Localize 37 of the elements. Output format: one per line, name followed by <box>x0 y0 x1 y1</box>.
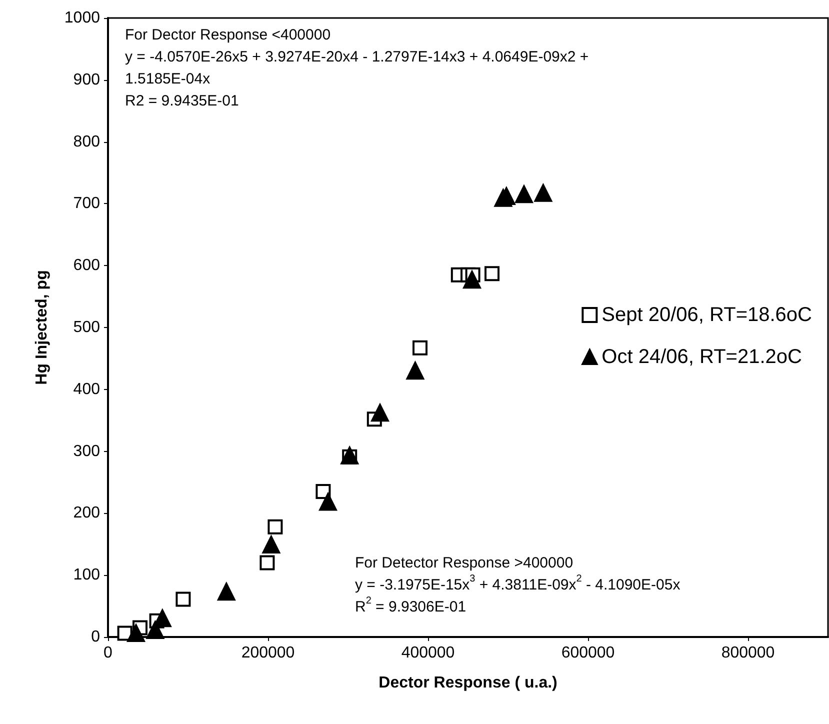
x-tick-label: 800000 <box>721 644 775 662</box>
annotation: For Dector Response <400000 y = -4.0570E-26x5 + 3.9274E-20x4 - 1.2797E-14x3 + 4.0649E-09x2 + 1.5185E-04x R2 = 9.9435E-01 <box>125 26 589 110</box>
x-tick-label: 600000 <box>561 644 615 662</box>
point <box>534 184 552 202</box>
point <box>218 583 236 601</box>
x-tick-label: 0 <box>104 644 113 662</box>
y-tick-label: 400 <box>73 380 100 398</box>
point <box>176 592 191 607</box>
point <box>412 340 428 356</box>
x-axis-title: Dector Response ( u.a.) <box>378 674 558 692</box>
point <box>484 266 500 282</box>
y-tick-label: 500 <box>73 319 100 336</box>
y-axis-title: Hg Injected, pg <box>34 270 50 385</box>
point <box>262 536 280 554</box>
point <box>463 271 481 289</box>
y-tick-label: 200 <box>73 504 100 522</box>
y-tick-label: 900 <box>73 71 100 88</box>
y-tick-label: 100 <box>73 566 100 584</box>
point <box>515 186 533 204</box>
point <box>406 362 424 380</box>
y-tick-label: 0 <box>91 628 100 646</box>
point <box>146 621 164 639</box>
point <box>371 404 389 422</box>
x-tick-label: 400000 <box>401 644 455 662</box>
x-tick-label: 200000 <box>241 644 295 662</box>
point <box>154 610 172 628</box>
y-tick-label: 800 <box>73 133 100 150</box>
legend-label: Oct 24/06, RT=21.2oC <box>602 346 802 368</box>
point <box>260 555 275 570</box>
y-tick-label: 300 <box>73 442 100 460</box>
y-tick-label: 700 <box>73 195 100 212</box>
point <box>127 624 145 642</box>
legend-label: Sept 20/06, RT=18.6oC <box>602 304 812 326</box>
point <box>268 519 283 534</box>
y-tick-label: 1000 <box>64 10 100 26</box>
point <box>319 493 337 511</box>
y-tick-label: 600 <box>73 257 100 274</box>
